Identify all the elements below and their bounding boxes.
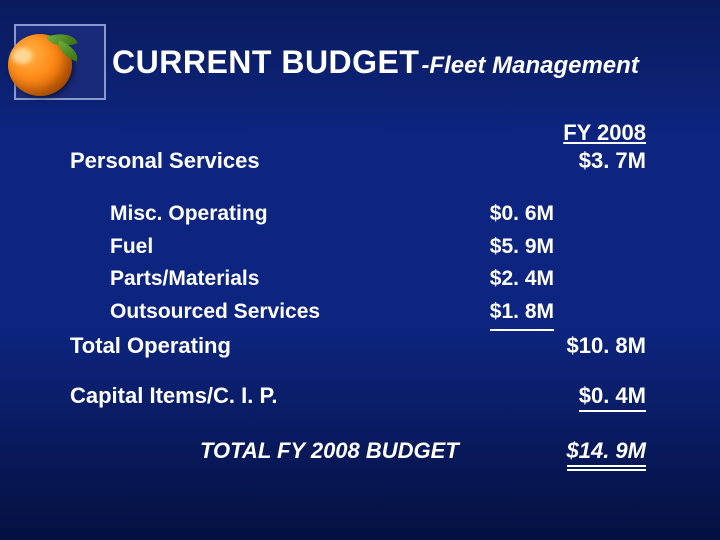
value-total-operating: $10. 8M	[567, 333, 647, 359]
header: CURRENT BUDGET -Fleet Management	[0, 0, 720, 110]
logo-box	[14, 24, 106, 100]
value-op-0: $0. 6M	[490, 198, 554, 231]
row-op-0: Misc. Operating $0. 6M	[70, 198, 672, 231]
value-personal-services: $3. 7M	[579, 148, 646, 174]
label-grand-total: TOTAL FY 2008 BUDGET	[200, 438, 459, 464]
label-op-1: Fuel	[110, 231, 153, 264]
title: CURRENT BUDGET -Fleet Management	[112, 44, 639, 81]
label-op-2: Parts/Materials	[110, 263, 259, 296]
row-grand-total: TOTAL FY 2008 BUDGET $14. 9M	[70, 438, 672, 467]
row-op-1: Fuel $5. 9M	[70, 231, 672, 264]
value-op-3: $1. 8M	[490, 296, 554, 332]
row-op-2: Parts/Materials $2. 4M	[70, 263, 672, 296]
content: FY 2008 Personal Services $3. 7M Misc. O…	[0, 110, 720, 467]
fy-year-label: FY 2008	[70, 120, 672, 146]
orange-highlight	[12, 48, 32, 64]
row-total-operating: Total Operating $10. 8M	[70, 333, 672, 359]
orange-icon	[8, 34, 72, 96]
label-capital: Capital Items/C. I. P.	[70, 383, 277, 409]
operating-items: Misc. Operating $0. 6M Fuel $5. 9M Parts…	[70, 198, 672, 331]
label-op-3: Outsourced Services	[110, 296, 320, 329]
label-total-operating: Total Operating	[70, 333, 231, 359]
row-personal-services: Personal Services $3. 7M	[70, 148, 672, 174]
row-capital: Capital Items/C. I. P. $0. 4M	[70, 383, 672, 412]
value-op-1: $5. 9M	[490, 231, 554, 264]
title-sub: -Fleet Management	[421, 52, 638, 80]
label-op-0: Misc. Operating	[110, 198, 268, 231]
title-main: CURRENT BUDGET	[112, 44, 419, 81]
value-grand-total: $14. 9M	[567, 438, 647, 467]
row-op-3: Outsourced Services $1. 8M	[70, 296, 672, 332]
value-capital: $0. 4M	[579, 383, 646, 412]
label-personal-services: Personal Services	[70, 148, 260, 174]
value-op-2: $2. 4M	[490, 263, 554, 296]
